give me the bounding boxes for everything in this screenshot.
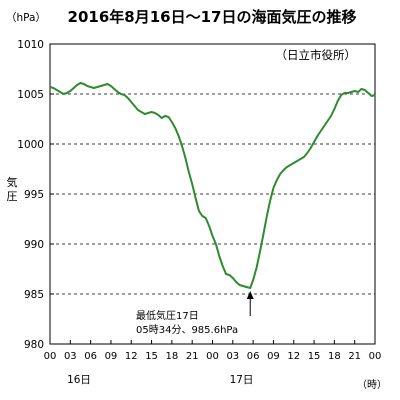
x-tick-label: 09 bbox=[267, 351, 280, 362]
source-label: （日立市役所） bbox=[276, 48, 357, 62]
chart-title: 2016年8月16日～17日の海面気圧の推移 bbox=[68, 8, 357, 26]
x-tick-label: 18 bbox=[328, 351, 341, 362]
day-label: 17日 bbox=[230, 374, 254, 386]
x-tick-label: 03 bbox=[64, 351, 77, 362]
y-tick-label: 985 bbox=[24, 289, 44, 301]
x-tick-label: 15 bbox=[308, 351, 321, 362]
pressure-series-line bbox=[49, 82, 376, 289]
x-tick-label: 06 bbox=[247, 351, 260, 362]
day-label: 16日 bbox=[67, 374, 91, 386]
y-tick-label: 1000 bbox=[17, 139, 44, 151]
y-axis-ticks: 980 985 990 995 1000 1005 1010 bbox=[17, 39, 54, 351]
x-axis-ticks: 00 03 06 09 12 15 18 21 00 03 06 09 12 15 18 21 00 bbox=[44, 340, 382, 362]
y-tick-label: 1010 bbox=[17, 39, 44, 51]
y-axis-label-char: 気 bbox=[7, 175, 18, 189]
y-tick-label: 1005 bbox=[17, 89, 44, 101]
x-tick-label: 06 bbox=[84, 351, 97, 362]
x-tick-label: 03 bbox=[226, 351, 239, 362]
x-tick-label: 21 bbox=[186, 351, 199, 362]
y-tick-label: 980 bbox=[24, 339, 44, 351]
y-tick-label: 990 bbox=[24, 239, 44, 251]
min-pressure-annotation: 最低気圧17日 05時34分、985.6hPa bbox=[136, 291, 254, 336]
x-tick-label: 21 bbox=[348, 351, 361, 362]
annotation-line-1: 最低気圧17日 bbox=[136, 309, 199, 322]
annotation-line-2: 05時34分、985.6hPa bbox=[136, 324, 238, 336]
day-labels: 16日 17日 bbox=[67, 374, 253, 386]
y-unit-label: （hPa） bbox=[6, 12, 46, 24]
grid-lines bbox=[50, 93, 375, 295]
x-unit-label: （時） bbox=[357, 379, 387, 391]
y-axis-label: 気圧 bbox=[7, 175, 18, 203]
x-tick-label: 15 bbox=[145, 351, 158, 362]
x-tick-label: 00 bbox=[206, 351, 219, 362]
x-tick-label: 12 bbox=[125, 351, 138, 362]
x-tick-label: 00 bbox=[44, 351, 57, 362]
x-tick-label: 12 bbox=[287, 351, 300, 362]
y-tick-label: 995 bbox=[24, 189, 44, 201]
x-tick-label: 00 bbox=[369, 351, 382, 362]
x-tick-label: 09 bbox=[105, 351, 118, 362]
annotation-arrowhead bbox=[246, 291, 254, 299]
y-axis-label-char: 圧 bbox=[7, 190, 18, 203]
x-tick-label: 18 bbox=[166, 351, 179, 362]
